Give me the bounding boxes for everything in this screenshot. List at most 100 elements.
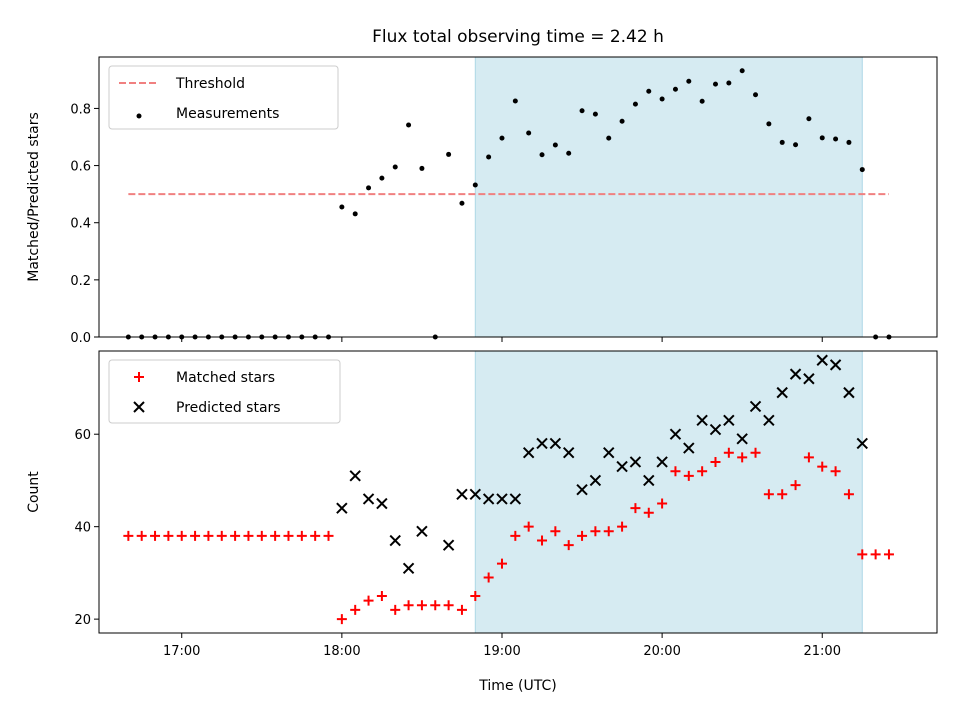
matched-stars-point [523, 521, 534, 532]
predicted-stars-point [469, 488, 482, 501]
matched-stars-point [203, 530, 214, 541]
matched-stars-point [763, 489, 774, 500]
y-tick-label: 20 [74, 613, 91, 628]
predicted-stars-point [496, 493, 508, 505]
x-tick-label: 21:00 [804, 644, 841, 659]
matched-stars-point [643, 507, 654, 518]
predicted-stars-point [643, 474, 655, 487]
predicted-stars-point [389, 534, 401, 547]
predicted-stars-point [656, 456, 668, 468]
bottom-panel: 20 40 60 Count 17:00 18:00 19:00 20:00 21:00 Matc… [26, 350, 938, 659]
matched-stars-point [136, 530, 147, 541]
matched-stars-point [376, 591, 387, 602]
matched-stars-point [830, 466, 841, 477]
measurement-point [459, 200, 465, 206]
measurement-point [366, 185, 372, 191]
matched-stars-point [723, 447, 734, 458]
predicted-stars-point [402, 562, 415, 574]
matched-stars-point [443, 600, 454, 611]
legend-label: Measurements [176, 106, 279, 122]
predicted-stars-point [803, 373, 815, 385]
bottom-legend: Matched stars Predicted stars [108, 359, 341, 424]
measurement-point [859, 167, 865, 173]
measurement-point [606, 135, 612, 141]
measurement-point [392, 164, 398, 170]
matched-stars-point [550, 526, 561, 537]
measurement-point [486, 154, 492, 160]
shaded-intervals [474, 56, 863, 634]
legend-measurement-swatch [136, 113, 142, 119]
matched-stars-point [283, 530, 294, 541]
matched-stars-point [390, 604, 401, 615]
predicted-stars-point [522, 446, 535, 459]
matched-stars-point [403, 600, 414, 611]
measurement-point [579, 108, 585, 114]
measurement-point [632, 101, 638, 107]
measurement-point [753, 92, 759, 98]
matched-stars-point [697, 466, 708, 477]
measurement-point [659, 96, 665, 102]
measurement-point [446, 151, 452, 157]
matched-stars-point [630, 503, 641, 514]
matched-stars-point [190, 530, 201, 541]
x-tick-label: 18:00 [323, 644, 360, 659]
matched-stars-point [496, 558, 507, 569]
predicted-stars-point [629, 456, 642, 468]
predicted-stars-point [696, 414, 708, 427]
measurement-point [419, 165, 425, 171]
matched-stars-point [870, 549, 881, 560]
matched-stars-point [750, 447, 761, 458]
y-tick-label: 0.0 [70, 331, 91, 346]
predicted-stars-point [723, 414, 735, 427]
x-axis-label: Time (UTC) [478, 678, 556, 694]
legend-frame [108, 359, 341, 424]
top-panel: 0.0 0.2 0.4 0.6 0.8 Matched/Predicted stars Th… [26, 56, 938, 346]
measurement-point [352, 211, 358, 217]
matched-stars-point [123, 530, 134, 541]
predicted-stars-point [856, 437, 868, 450]
y-tick-label: 0.8 [70, 102, 91, 117]
matched-stars-point [310, 530, 321, 541]
measurement-point [833, 136, 839, 142]
matched-stars-point [363, 595, 374, 606]
series-predicted-stars [336, 354, 868, 574]
predicted-stars-point [376, 497, 388, 510]
matched-stars-point [843, 489, 854, 500]
predicted-stars-point [589, 474, 602, 487]
predicted-stars-point [669, 428, 682, 440]
bottom-y-axis-label: Count [26, 471, 42, 513]
matched-stars-point [270, 530, 281, 541]
matched-stars-point [563, 540, 574, 551]
chart-title: Flux total observing time = 2.42 h [372, 27, 664, 47]
measurement-point [739, 68, 745, 74]
legend-label: Predicted stars [176, 400, 281, 416]
predicted-stars-point [616, 460, 628, 473]
measurement-point [846, 139, 852, 145]
y-tick-label: 0.4 [70, 217, 91, 232]
measurement-point [619, 118, 625, 124]
measurement-point [672, 86, 678, 92]
measurement-point [699, 98, 705, 104]
x-tick-label: 17:00 [163, 644, 200, 659]
y-tick-label: 0.2 [70, 274, 91, 289]
predicted-stars-point [416, 525, 428, 538]
matched-stars-point [537, 535, 548, 546]
matched-stars-point [456, 604, 467, 615]
matched-stars-point [243, 530, 254, 541]
legend-label: Matched stars [176, 370, 275, 386]
matched-stars-point [470, 591, 481, 602]
matched-stars-point [163, 530, 174, 541]
matched-stars-point [590, 526, 601, 537]
matched-stars-point [256, 530, 267, 541]
predicted-stars-point [509, 493, 522, 505]
measurement-point [512, 98, 518, 104]
measurement-point [712, 81, 718, 87]
y-tick-label: 0.6 [70, 160, 91, 175]
measurement-point [406, 122, 412, 128]
predicted-stars-point [349, 470, 361, 482]
matched-stars-point [430, 600, 441, 611]
predicted-stars-point [336, 502, 348, 514]
predicted-stars-point [442, 539, 455, 551]
predicted-stars-point [683, 442, 695, 454]
